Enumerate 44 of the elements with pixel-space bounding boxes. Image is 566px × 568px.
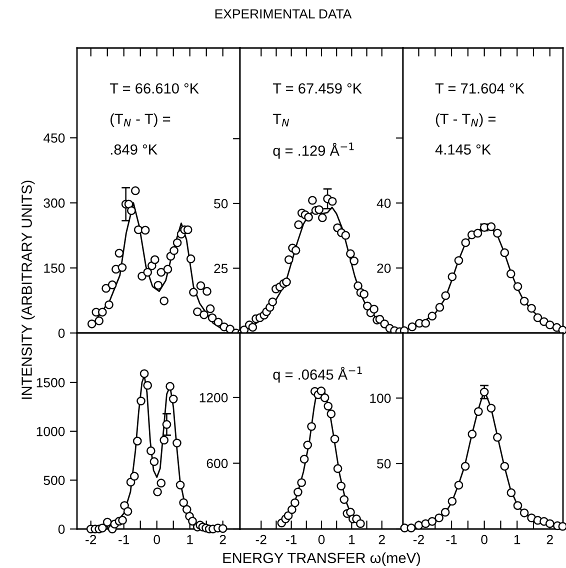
y-tick-label: 1000 (36, 426, 65, 436)
x-tick-label: 1 (514, 535, 520, 544)
annotation: T = 66.610 °K (110, 83, 199, 94)
y-tick-label: 500 (44, 476, 65, 486)
x-tick-label: -2 (86, 534, 96, 544)
x-tick-label: -1 (446, 535, 457, 544)
y-tick-label: 25 (214, 264, 228, 274)
x-tick-label: -1 (286, 535, 297, 544)
y-tick-label: 450 (43, 133, 65, 143)
x-tick-label: -2 (413, 534, 424, 544)
annotation: .849 °K (110, 144, 158, 155)
annotation: T$_{N}$ (272, 114, 290, 126)
x-tick-label: -1 (118, 535, 130, 544)
x-tick-label: 2 (546, 534, 553, 544)
y-tick-label: 150 (44, 264, 65, 273)
x-tick-label: -2 (256, 534, 266, 544)
annotation: q = .0645 Å$^{−1}$ (273, 366, 362, 383)
y-tick-label: 0 (58, 328, 65, 338)
annotation: (T$_{N}$ - T) = (110, 113, 170, 127)
y-tick-label: 0 (58, 524, 65, 534)
x-tick-label: 0 (154, 534, 160, 544)
y-tick-label: 50 (377, 459, 391, 468)
y-tick-label: 300 (44, 198, 65, 208)
annotation: q = .129 Å$^{−1}$ (273, 142, 354, 159)
y-tick-label: 1500 (36, 378, 65, 388)
annotation: T = 71.604 °K (435, 83, 524, 94)
chart-title: EXPERIMENTAL DATA (215, 9, 352, 18)
y-tick-label: 100 (370, 394, 391, 403)
y-tick-label: 50 (214, 199, 228, 208)
annotation: 4.145 °K (435, 144, 491, 155)
annotation: (T - T$_{N}$) = (436, 113, 496, 127)
annotation: T = 67.459 °K (272, 83, 362, 94)
y-tick-label: 1200 (200, 393, 228, 402)
x-tick-label: 0 (481, 534, 488, 544)
y-tick-label: 40 (376, 198, 391, 208)
x-tick-label: 1 (187, 535, 193, 544)
y-tick-label: 20 (377, 264, 391, 273)
y-tick-label: 600 (206, 458, 228, 468)
x-tick-label: 2 (378, 534, 385, 544)
x-tick-label: 1 (349, 535, 355, 544)
x-tick-label: 0 (318, 534, 325, 544)
x-axis-title: ENERGY TRANSFER ω(meV) (223, 552, 420, 566)
y-axis-title: INTENSITY (ARBITRARY UNITS) (21, 180, 35, 399)
x-tick-label: 2 (220, 534, 226, 544)
